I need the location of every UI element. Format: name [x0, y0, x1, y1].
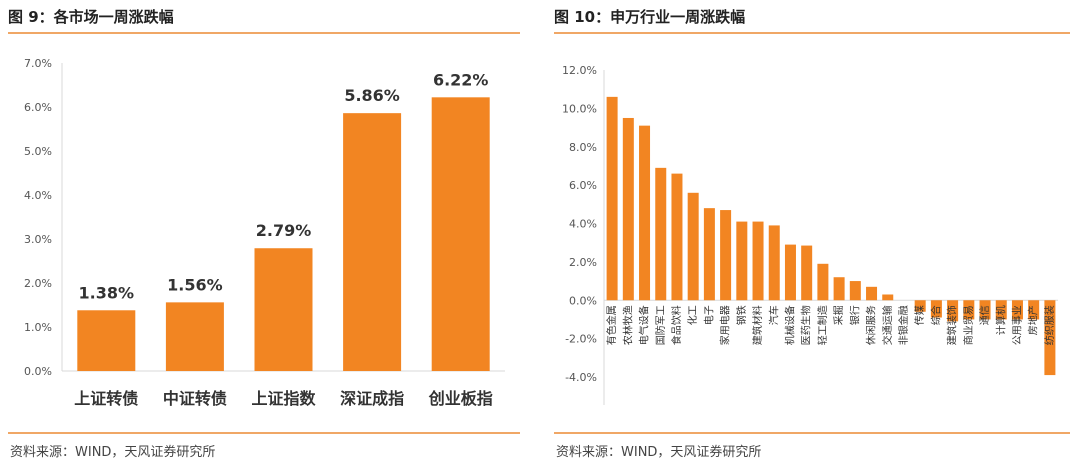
x-tick-label: 通信: [979, 305, 991, 325]
y-tick-label: 0.0%: [569, 294, 597, 307]
bar: [866, 286, 878, 301]
x-tick-label: 创业板指: [428, 389, 493, 408]
y-tick-label: 4.0%: [569, 218, 597, 231]
industry-weekly-change-chart: -4.0% -2.0% 0.0% 2.0% 4.0% 6.0% 8.0% 10.0% 12.0%…: [562, 64, 1058, 405]
bar: [995, 300, 1007, 320]
bottom-divider: [8, 432, 520, 434]
figure-9-panel: 图 9：各市场一周涨跌幅 0.0% 1.0% 2.0% 3.0% 4.0% 5.0% 6.0…: [0, 0, 530, 472]
bar: [947, 300, 959, 322]
bottom-divider: [554, 432, 1070, 434]
y-tick-label: 4.0%: [24, 189, 52, 202]
x-tick-label: 医药生物: [800, 305, 813, 345]
bar: [343, 113, 402, 371]
x-tick-label: 交通运输: [881, 305, 894, 345]
x-tick-label: 纺织服装: [1043, 305, 1056, 345]
bar: [963, 300, 975, 320]
x-tick-label: 上证指数: [251, 389, 316, 408]
bar: [979, 300, 991, 320]
top-divider: [554, 32, 1070, 34]
x-tick-label: 轻工制造: [816, 305, 829, 345]
x-tick-label: 农林牧渔: [621, 305, 634, 345]
x-tick-label: 采掘: [832, 305, 845, 325]
x-tick-label: 电气设备: [638, 305, 651, 345]
y-tick-label: 5.0%: [24, 145, 52, 158]
bar: [784, 244, 796, 301]
market-weekly-change-chart: 0.0% 1.0% 2.0% 3.0% 4.0% 5.0% 6.0% 7.0% 1.38% 上证转…: [24, 57, 505, 408]
bar: [703, 208, 715, 301]
x-tick-label: 钢铁: [735, 305, 748, 325]
bar: [736, 221, 748, 301]
figure-10-title: 图 10：申万行业一周涨跌幅: [554, 8, 746, 26]
x-tick-label: 深证成指: [340, 389, 404, 408]
data-label: 5.86%: [344, 86, 400, 105]
bar: [639, 125, 651, 301]
data-label: 2.79%: [256, 221, 312, 240]
x-tick-label: 计算机: [994, 305, 1007, 335]
y-tick-label: 0.0%: [24, 365, 52, 378]
x-tick-label: 非银金融: [897, 305, 910, 345]
figure-10-panel: 图 10：申万行业一周涨跌幅 -4.0% -2.0% 0.0% 2.0% 4.0% 6.0…: [546, 0, 1080, 472]
x-tick-label: 食品饮料: [670, 305, 683, 345]
x-tick-label: 化工: [686, 305, 699, 325]
bar: [1044, 300, 1056, 376]
bar: [77, 310, 136, 371]
bar: [254, 248, 313, 371]
x-tick-label: 有色金属: [605, 305, 618, 345]
y-tick-label: -4.0%: [565, 371, 597, 384]
figure-10-source: 资料来源：WIND，天风证券研究所: [556, 445, 762, 460]
x-tick-label: 商业贸易: [962, 305, 975, 345]
bar: [930, 300, 942, 318]
x-tick-label: 建筑材料: [751, 305, 764, 345]
y-tick-label: 6.0%: [24, 101, 52, 114]
x-tick-label: 综合: [929, 305, 942, 325]
data-label: 1.38%: [79, 283, 135, 302]
bar: [622, 117, 634, 301]
x-tick-label: 家用电器: [719, 305, 732, 345]
data-label: 1.56%: [167, 275, 223, 294]
bar: [914, 300, 926, 312]
y-tick-label: 6.0%: [569, 179, 597, 192]
x-tick-label: 休闲服务: [865, 305, 878, 345]
bar: [606, 96, 618, 301]
bar: [165, 302, 224, 371]
figure-9-title: 图 9：各市场一周涨跌幅: [8, 8, 174, 26]
bar: [1011, 300, 1023, 320]
bar: [687, 192, 699, 301]
figure-9-source: 资料来源：WIND，天风证券研究所: [10, 445, 216, 460]
x-tick-label: 电子: [702, 305, 715, 325]
bar: [833, 277, 845, 301]
x-tick-label: 银行: [848, 305, 861, 325]
y-tick-label: 2.0%: [569, 256, 597, 269]
bar: [1028, 300, 1040, 320]
bar: [671, 173, 683, 301]
bar: [882, 294, 894, 301]
data-label: 6.22%: [433, 70, 489, 89]
y-tick-label: 10.0%: [562, 102, 597, 115]
bar: [720, 210, 732, 301]
y-tick-label: 1.0%: [24, 321, 52, 334]
x-tick-label: 汽车: [767, 305, 780, 325]
x-tick-label: 机械设备: [783, 305, 796, 345]
bar: [817, 263, 829, 301]
x-tick-label: 中证转债: [163, 389, 227, 408]
y-tick-label: 7.0%: [24, 57, 52, 70]
bar: [801, 245, 813, 301]
x-tick-label: 上证转债: [74, 389, 138, 408]
bar: [752, 221, 764, 301]
y-tick-label: -2.0%: [565, 333, 597, 346]
y-tick-label: 12.0%: [562, 64, 597, 77]
bar: [655, 167, 667, 301]
bar: [431, 97, 490, 371]
x-tick-label: 房地产: [1027, 305, 1040, 335]
x-tick-label: 公用事业: [1010, 305, 1023, 345]
x-tick-label: 建筑装饰: [946, 305, 959, 345]
bar: [768, 225, 780, 301]
y-tick-label: 3.0%: [24, 233, 52, 246]
x-tick-label: 国防军工: [654, 305, 667, 345]
x-tick-label: 传媒: [914, 305, 926, 325]
y-tick-label: 2.0%: [24, 277, 52, 290]
y-tick-label: 8.0%: [569, 141, 597, 154]
bar: [849, 281, 861, 301]
top-divider: [8, 32, 520, 34]
